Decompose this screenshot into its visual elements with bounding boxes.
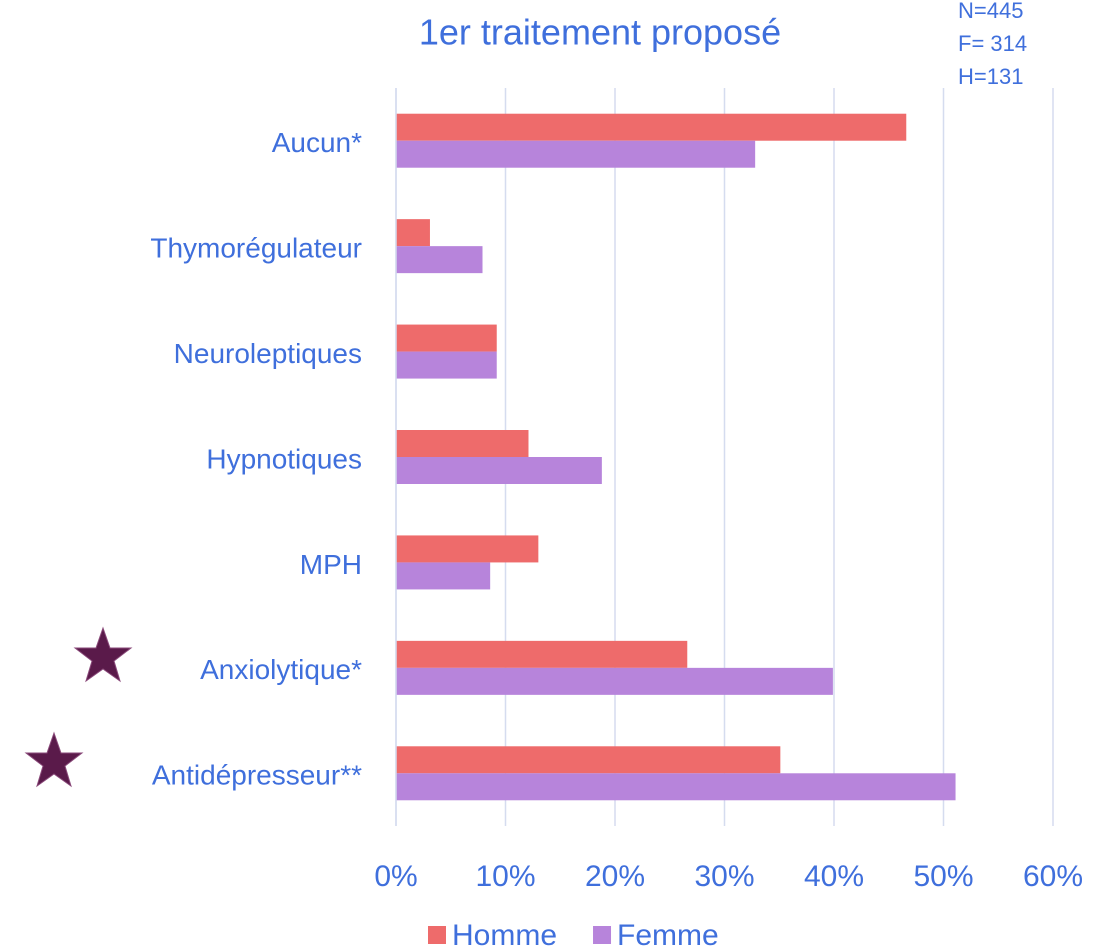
x-tick-label: 30% <box>694 860 754 893</box>
bar <box>396 535 539 563</box>
bar <box>396 140 756 168</box>
x-tick-label: 0% <box>374 860 417 893</box>
y-tick-label: Anxiolytique* <box>200 654 362 685</box>
bar <box>396 219 430 247</box>
y-tick-label: Aucun* <box>272 127 362 158</box>
x-tick-label: 60% <box>1023 860 1083 893</box>
y-tick-label: Thymorégulateur <box>150 233 362 264</box>
legend-swatch <box>593 926 612 944</box>
annotation: F= 314 <box>958 31 1027 56</box>
bar <box>396 667 833 695</box>
y-tick-label: MPH <box>300 549 362 580</box>
bar <box>396 430 529 457</box>
bar <box>396 246 483 274</box>
y-tick-label: Antidépresseur** <box>152 760 362 791</box>
annotation: H=131 <box>958 64 1023 89</box>
x-tick-label: 20% <box>585 860 645 893</box>
legend-swatch <box>428 926 446 944</box>
y-tick-label: Hypnotiques <box>206 443 362 474</box>
bar <box>396 324 497 352</box>
x-tick-label: 10% <box>475 860 535 893</box>
annotation: N=445 <box>958 0 1023 23</box>
x-tick-label: 40% <box>804 860 864 893</box>
star <box>24 731 84 788</box>
bar <box>396 562 491 590</box>
bar <box>396 746 781 774</box>
legend-label: Femme <box>617 919 719 951</box>
legend-label: Homme <box>452 919 557 951</box>
x-tick-label: 50% <box>913 860 973 893</box>
bar <box>396 457 602 484</box>
y-tick-label: Neuroleptiques <box>174 338 362 369</box>
star <box>73 626 133 683</box>
bar <box>396 113 907 141</box>
bar <box>396 773 956 801</box>
bar <box>396 351 497 379</box>
bar <box>396 640 688 668</box>
chart-title: 1er traitement proposé <box>419 12 781 53</box>
